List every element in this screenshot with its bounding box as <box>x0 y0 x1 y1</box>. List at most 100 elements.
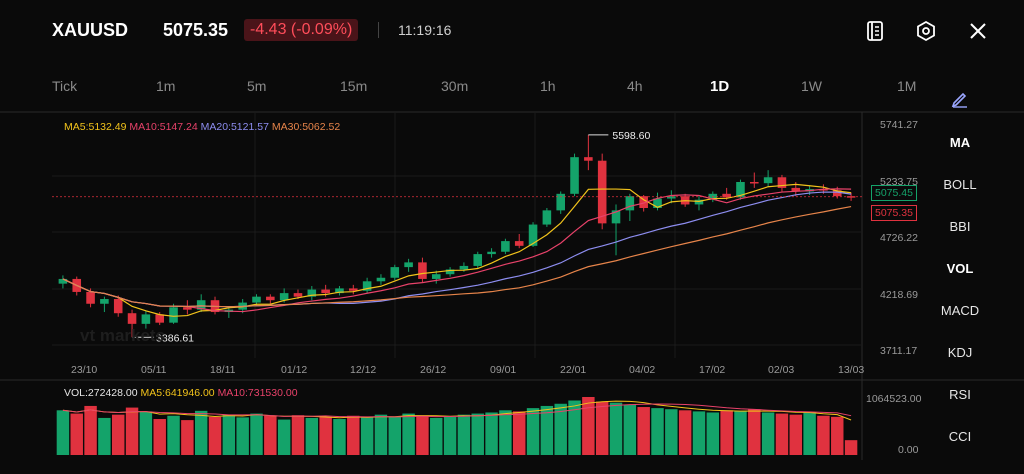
timeframe-1w[interactable]: 1W <box>801 78 822 94</box>
draw-pencil-icon[interactable] <box>950 88 970 108</box>
volume-bar <box>568 400 581 455</box>
volume-bar <box>125 407 139 455</box>
y-tick-label: 4726.22 <box>880 232 918 244</box>
volume-bar <box>706 412 720 455</box>
candle-body <box>418 262 427 279</box>
timeframe-1h[interactable]: 1h <box>540 78 556 94</box>
volume-bar <box>526 408 540 455</box>
timeframe-30m[interactable]: 30m <box>441 78 469 94</box>
candle-body <box>736 181 745 198</box>
volume-bar <box>250 413 263 455</box>
volume-bar <box>374 414 388 455</box>
volume-bar <box>388 416 401 455</box>
indicator-rsi[interactable]: RSI <box>949 387 971 402</box>
candle-body <box>127 313 137 324</box>
indicator-cci[interactable]: CCI <box>948 429 972 444</box>
timeframe-15m[interactable]: 15m <box>340 78 368 94</box>
candle-body <box>155 314 164 323</box>
volume-bar <box>540 405 554 455</box>
x-tick-label: 02/03 <box>768 364 795 376</box>
ma30-label: MA30:5062.52 <box>271 121 341 133</box>
indicator-vol[interactable]: VOL <box>946 261 974 276</box>
candle-body <box>722 193 731 198</box>
timeframe-1m[interactable]: 1M <box>897 78 917 94</box>
timestamp: 11:19:16 <box>398 22 452 38</box>
candle-body <box>625 196 635 211</box>
candle-body <box>514 241 524 246</box>
volume-bar <box>651 408 664 455</box>
volume-bar <box>181 420 194 455</box>
volume-bar <box>305 417 319 455</box>
timeframe-4h[interactable]: 4h <box>627 78 643 94</box>
vol-axis-max: 1064523.00 <box>866 393 922 405</box>
settings-icon[interactable] <box>915 20 937 42</box>
indicator-macd[interactable]: MACD <box>940 303 980 318</box>
volume-bar <box>775 413 789 455</box>
low-label: 3886.61 <box>156 332 194 344</box>
vol-axis-min: 0.00 <box>898 444 919 456</box>
divider <box>378 22 379 38</box>
close-icon[interactable] <box>967 20 989 42</box>
candle-body <box>556 193 565 211</box>
indicator-ma[interactable]: MA <box>949 135 971 150</box>
volume-bar <box>595 401 609 455</box>
x-tick-label: 12/12 <box>350 364 377 376</box>
indicator-boll[interactable]: BOLL <box>943 177 977 192</box>
volume-bar <box>236 417 249 455</box>
timeframe-5m[interactable]: 5m <box>247 78 267 94</box>
top-bar: XAUUSD 5075.35 -4.43 (-0.09%) 11:19:16 <box>0 0 1024 62</box>
candle-body <box>183 307 192 310</box>
volume-bar <box>98 417 111 455</box>
notebook-icon[interactable] <box>864 20 886 42</box>
candle-body <box>86 291 95 304</box>
volume-bar <box>291 415 305 455</box>
bid-price-tag: 5075.35 <box>871 205 917 221</box>
price-change-badge: -4.43 (-0.09%) <box>244 19 359 41</box>
volume-bar <box>623 404 637 455</box>
candle-body <box>542 210 552 225</box>
timeframe-1d[interactable]: 1D <box>710 78 730 95</box>
candle-body <box>431 274 441 279</box>
ma5-line <box>62 183 852 317</box>
volume-bar <box>831 416 844 455</box>
indicator-bbi[interactable]: BBI <box>949 219 971 234</box>
volume-bar <box>803 412 816 455</box>
candle-body <box>349 288 358 291</box>
timeframe-tick[interactable]: Tick <box>52 78 78 94</box>
vol-legend: VOL:272428.00 MA5:641946.00 MA10:731530.… <box>64 387 298 399</box>
candle-body <box>777 177 787 188</box>
volume-bar <box>582 397 595 455</box>
candle-body <box>113 299 123 314</box>
volume-bar <box>430 417 443 455</box>
volume-bar <box>264 415 277 455</box>
volume-bar <box>167 415 180 455</box>
ma20-label: MA20:5121.57 <box>200 121 269 133</box>
candle-body <box>196 300 206 310</box>
candle-body <box>335 288 344 294</box>
candle-body <box>404 262 413 268</box>
symbol-title[interactable]: XAUUSD <box>52 20 129 40</box>
candle-body <box>667 196 676 199</box>
x-tick-label: 01/12 <box>281 364 308 376</box>
candle-body <box>169 307 178 323</box>
indicator-kdj[interactable]: KDJ <box>947 345 973 360</box>
volume-bar <box>457 414 471 455</box>
volume-bar <box>734 411 747 455</box>
volume-bar <box>56 410 70 455</box>
x-tick-label: 09/01 <box>490 364 517 376</box>
candle-body <box>846 196 856 198</box>
volume-bar <box>360 417 374 455</box>
volume-bar <box>208 416 222 455</box>
timeframe-1m[interactable]: 1m <box>156 78 176 94</box>
candle-body <box>584 157 593 161</box>
ma-legend: MA5:5132.49 MA10:5147.24 MA20:5121.57 MA… <box>64 121 340 133</box>
volume-bar <box>485 412 498 455</box>
candle-body <box>750 181 759 184</box>
candle-body <box>694 199 704 205</box>
candle-body <box>459 265 469 270</box>
x-tick-label: 05/11 <box>141 364 167 376</box>
x-tick-label: 26/12 <box>420 364 447 376</box>
candle-body <box>445 269 455 275</box>
ask-price-tag: 5075.45 <box>871 185 917 201</box>
